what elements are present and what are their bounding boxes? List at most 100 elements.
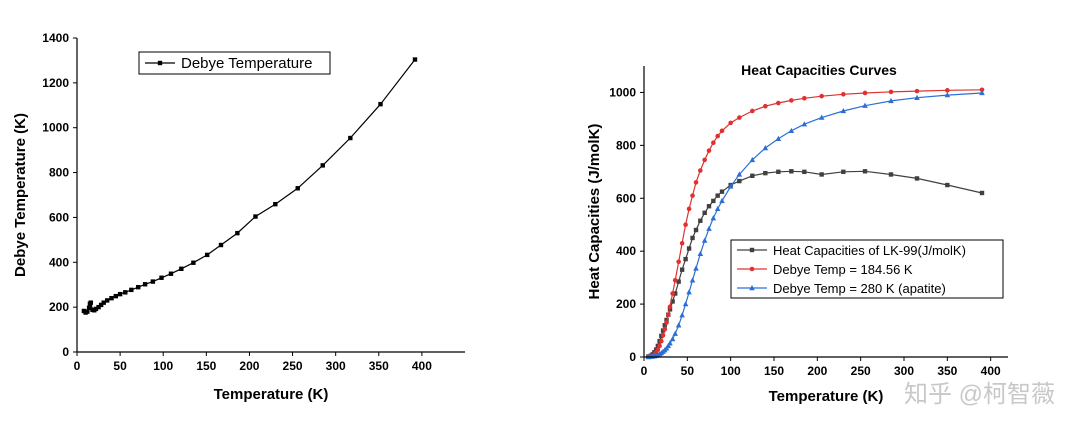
data-point	[179, 266, 184, 271]
data-point	[706, 225, 712, 231]
data-point	[686, 206, 692, 212]
data-point	[150, 279, 156, 284]
series-layer	[81, 57, 418, 315]
y-tick-label: 1200	[42, 76, 69, 90]
y-tick-label: 0	[629, 350, 636, 364]
data-point	[655, 347, 661, 352]
data-point	[693, 265, 699, 271]
x-axis-title: Temperature (K)	[214, 386, 329, 403]
data-point	[204, 252, 210, 258]
data-point	[706, 148, 712, 153]
data-point	[693, 180, 699, 185]
y-tick-label: 800	[616, 138, 636, 152]
y-axis-title: Debye Temperature (K)	[12, 113, 29, 277]
x-tick-label: 150	[196, 359, 216, 373]
data-point	[862, 102, 868, 108]
data-point	[702, 157, 707, 163]
data-point	[819, 172, 824, 177]
x-tick-label: 400	[412, 359, 432, 373]
data-point	[698, 218, 703, 223]
data-point	[840, 107, 847, 114]
x-tick-label: 300	[326, 359, 346, 373]
data-point	[117, 291, 123, 297]
data-point	[914, 88, 920, 94]
y-tick-label: 400	[616, 244, 636, 258]
axes: 0 50 100 150 200 250 300 350 400 0 200 400 600 800 100…	[609, 66, 1008, 378]
data-point	[683, 256, 688, 262]
data-point	[862, 169, 868, 174]
data-point	[706, 204, 712, 209]
data-point	[789, 98, 794, 103]
y-tick-label: 200	[616, 297, 636, 311]
data-point	[682, 301, 689, 307]
data-point	[665, 342, 672, 349]
legend-entry: Debye Temp = 280 K (apatite)	[773, 281, 946, 296]
data-point	[914, 176, 920, 181]
data-point	[662, 326, 668, 332]
data-point	[101, 300, 106, 305]
data-point	[710, 215, 717, 221]
data-point	[737, 178, 742, 184]
data-point	[123, 290, 128, 295]
data-point	[750, 108, 755, 114]
data-point	[690, 235, 695, 241]
data-point	[129, 287, 134, 293]
data-point	[719, 197, 725, 204]
data-point	[719, 189, 725, 194]
data-point	[683, 222, 688, 228]
data-point	[320, 163, 325, 168]
data-point	[672, 330, 678, 336]
data-point	[98, 302, 104, 308]
data-point	[273, 201, 278, 207]
data-point	[295, 186, 300, 191]
data-point	[85, 309, 90, 314]
data-point	[763, 103, 768, 109]
data-point	[657, 343, 662, 349]
heat-capacities-chart: Heat Capacities Curves 0 50 100 150 200 250 30…	[586, 62, 1008, 405]
y-tick-label: 200	[49, 300, 69, 314]
x-tick-label: 350	[369, 359, 389, 373]
data-point	[715, 133, 720, 139]
data-point	[253, 214, 258, 219]
data-point	[701, 237, 708, 243]
data-point	[750, 173, 755, 178]
legend-marker	[749, 266, 755, 272]
data-point	[659, 338, 664, 344]
legend-entry: Heat Capacities of LK-99(J/molK)	[773, 243, 966, 258]
data-point	[412, 57, 418, 62]
data-point	[673, 291, 678, 296]
data-point	[802, 95, 807, 101]
data-point	[862, 90, 868, 96]
data-point	[776, 169, 781, 175]
x-tick-label: 350	[937, 364, 957, 378]
axes: 0 50 100 150 200 250 300 350 400 0 200 400 600 800 100…	[42, 31, 465, 373]
x-tick-label: 300	[894, 364, 914, 378]
data-point	[737, 115, 742, 120]
data-point	[728, 120, 733, 126]
x-axis-title: Temperature (K)	[769, 388, 884, 405]
data-point	[914, 94, 920, 100]
data-point	[667, 340, 673, 346]
data-point	[819, 93, 824, 99]
data-point	[818, 114, 825, 120]
data-point	[711, 140, 716, 146]
y-tick-label: 1400	[42, 31, 69, 45]
data-point	[979, 87, 985, 93]
series-layer	[645, 87, 985, 360]
data-point	[136, 284, 141, 290]
data-point	[86, 305, 92, 311]
data-point	[979, 89, 985, 96]
data-point	[698, 168, 703, 173]
y-tick-label: 0	[62, 345, 69, 359]
data-point	[945, 182, 950, 188]
data-point	[218, 242, 224, 248]
x-tick-label: 100	[153, 359, 173, 373]
legend-marker	[749, 285, 755, 291]
data-point	[749, 156, 756, 163]
y-tick-label: 600	[49, 210, 69, 224]
x-tick-label: 50	[113, 359, 127, 373]
x-tick-label: 200	[807, 364, 827, 378]
series-line-1	[648, 89, 983, 358]
data-point	[801, 121, 808, 127]
data-point	[702, 210, 707, 216]
